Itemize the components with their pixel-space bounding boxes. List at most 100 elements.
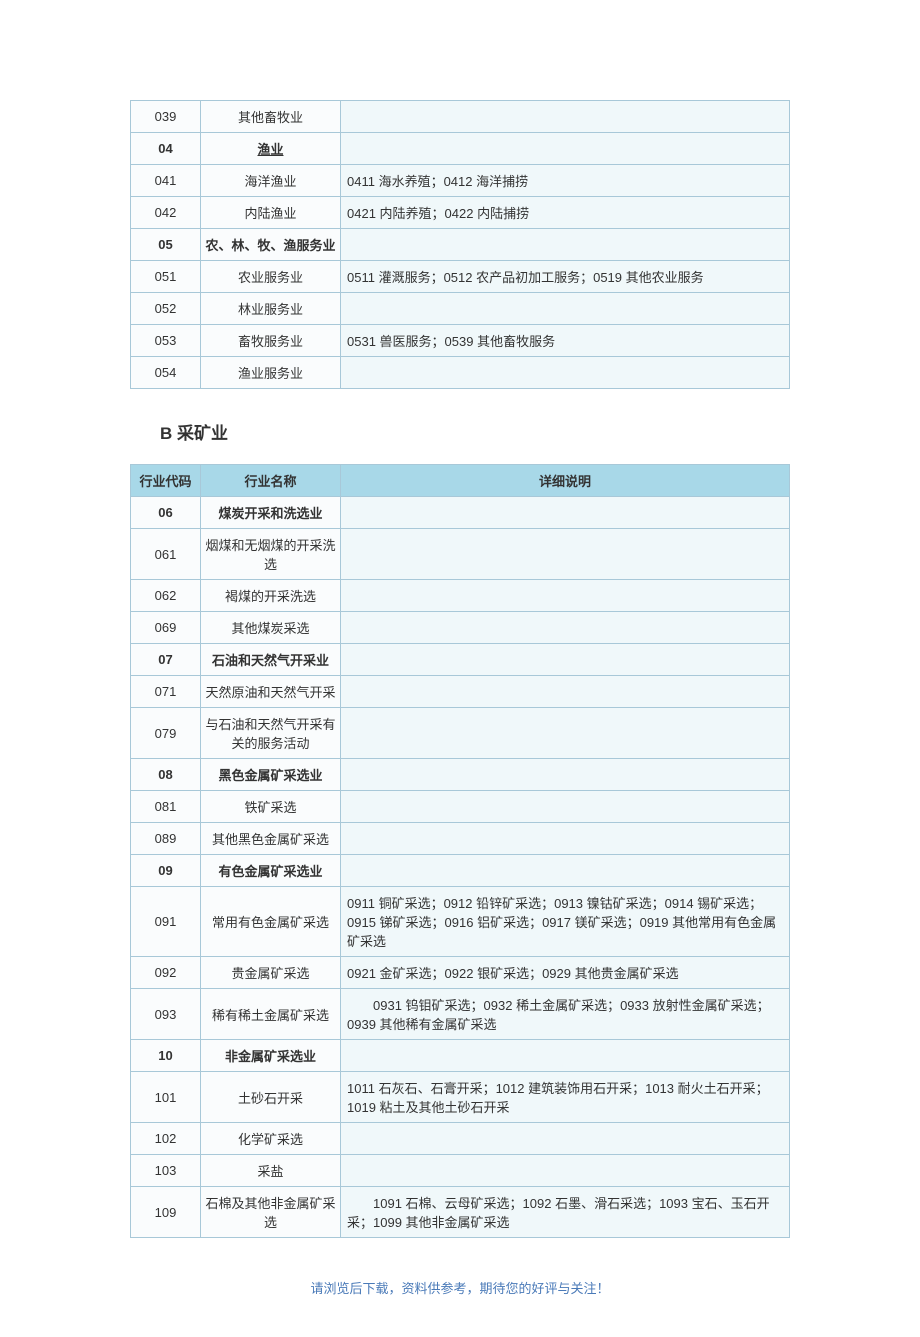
cell-desc bbox=[341, 708, 790, 759]
cell-code: 089 bbox=[131, 823, 201, 855]
cell-code: 05 bbox=[131, 229, 201, 261]
table-row: 04渔业 bbox=[131, 133, 790, 165]
cell-code: 091 bbox=[131, 887, 201, 957]
cell-code: 053 bbox=[131, 325, 201, 357]
cell-desc: 0911 铜矿采选；0912 铅锌矿采选；0913 镍钴矿采选；0914 锡矿采… bbox=[341, 887, 790, 957]
table-row: 101土砂石开采1011 石灰石、石膏开采；1012 建筑装饰用石开采；1013… bbox=[131, 1072, 790, 1123]
table-row: 093稀有稀土金属矿采选 0931 钨钼矿采选；0932 稀土金属矿采选；093… bbox=[131, 989, 790, 1040]
cell-desc bbox=[341, 133, 790, 165]
table-row: 062褐煤的开采洗选 bbox=[131, 580, 790, 612]
table-row: 039其他畜牧业 bbox=[131, 101, 790, 133]
cell-desc: 0921 金矿采选；0922 银矿采选；0929 其他贵金属矿采选 bbox=[341, 957, 790, 989]
table-row: 05农、林、牧、渔服务业 bbox=[131, 229, 790, 261]
cell-name: 烟煤和无烟煤的开采洗选 bbox=[201, 529, 341, 580]
table-row: 092贵金属矿采选0921 金矿采选；0922 银矿采选；0929 其他贵金属矿… bbox=[131, 957, 790, 989]
cell-desc: 0531 兽医服务；0539 其他畜牧服务 bbox=[341, 325, 790, 357]
cell-desc bbox=[341, 101, 790, 133]
cell-code: 06 bbox=[131, 497, 201, 529]
table-header-row: 行业代码 行业名称 详细说明 bbox=[131, 465, 790, 497]
cell-code: 051 bbox=[131, 261, 201, 293]
cell-name: 褐煤的开采洗选 bbox=[201, 580, 341, 612]
cell-code: 102 bbox=[131, 1123, 201, 1155]
table-row: 054渔业服务业 bbox=[131, 357, 790, 389]
table-row: 061烟煤和无烟煤的开采洗选 bbox=[131, 529, 790, 580]
cell-name: 稀有稀土金属矿采选 bbox=[201, 989, 341, 1040]
cell-name: 其他煤炭采选 bbox=[201, 612, 341, 644]
cell-code: 061 bbox=[131, 529, 201, 580]
cell-name: 渔业 bbox=[201, 133, 341, 165]
cell-desc bbox=[341, 293, 790, 325]
cell-desc bbox=[341, 676, 790, 708]
table-row: 08黑色金属矿采选业 bbox=[131, 759, 790, 791]
cell-name: 贵金属矿采选 bbox=[201, 957, 341, 989]
table-row: 053畜牧服务业0531 兽医服务；0539 其他畜牧服务 bbox=[131, 325, 790, 357]
cell-desc bbox=[341, 580, 790, 612]
cell-desc bbox=[341, 791, 790, 823]
cell-code: 10 bbox=[131, 1040, 201, 1072]
cell-name: 与石油和天然气开采有关的服务活动 bbox=[201, 708, 341, 759]
cell-desc: 0421 内陆养殖；0422 内陆捕捞 bbox=[341, 197, 790, 229]
cell-name: 铁矿采选 bbox=[201, 791, 341, 823]
cell-code: 103 bbox=[131, 1155, 201, 1187]
cell-desc: 0931 钨钼矿采选；0932 稀土金属矿采选；0933 放射性金属矿采选；09… bbox=[341, 989, 790, 1040]
cell-name: 土砂石开采 bbox=[201, 1072, 341, 1123]
table-row: 102化学矿采选 bbox=[131, 1123, 790, 1155]
cell-name: 其他畜牧业 bbox=[201, 101, 341, 133]
cell-desc bbox=[341, 612, 790, 644]
cell-desc: 0511 灌溉服务；0512 农产品初加工服务；0519 其他农业服务 bbox=[341, 261, 790, 293]
table-row: 07石油和天然气开采业 bbox=[131, 644, 790, 676]
cell-code: 09 bbox=[131, 855, 201, 887]
table-row: 051农业服务业0511 灌溉服务；0512 农产品初加工服务；0519 其他农… bbox=[131, 261, 790, 293]
table-row: 103采盐 bbox=[131, 1155, 790, 1187]
cell-desc bbox=[341, 1155, 790, 1187]
table-row: 079与石油和天然气开采有关的服务活动 bbox=[131, 708, 790, 759]
table-row: 081铁矿采选 bbox=[131, 791, 790, 823]
cell-desc: 1091 石棉、云母矿采选；1092 石墨、滑石采选；1093 宝石、玉石开采；… bbox=[341, 1187, 790, 1238]
cell-code: 079 bbox=[131, 708, 201, 759]
table-row: 091常用有色金属矿采选0911 铜矿采选；0912 铅锌矿采选；0913 镍钴… bbox=[131, 887, 790, 957]
cell-desc bbox=[341, 855, 790, 887]
cell-name: 采盐 bbox=[201, 1155, 341, 1187]
cell-code: 04 bbox=[131, 133, 201, 165]
cell-name: 非金属矿采选业 bbox=[201, 1040, 341, 1072]
header-code: 行业代码 bbox=[131, 465, 201, 497]
cell-name: 煤炭开采和洗选业 bbox=[201, 497, 341, 529]
cell-code: 08 bbox=[131, 759, 201, 791]
cell-code: 042 bbox=[131, 197, 201, 229]
cell-desc: 1011 石灰石、石膏开采；1012 建筑装饰用石开采；1013 耐火土石开采；… bbox=[341, 1072, 790, 1123]
cell-name: 其他黑色金属矿采选 bbox=[201, 823, 341, 855]
cell-name: 黑色金属矿采选业 bbox=[201, 759, 341, 791]
cell-name: 内陆渔业 bbox=[201, 197, 341, 229]
header-desc: 详细说明 bbox=[341, 465, 790, 497]
cell-desc bbox=[341, 823, 790, 855]
cell-name: 畜牧服务业 bbox=[201, 325, 341, 357]
cell-name: 林业服务业 bbox=[201, 293, 341, 325]
cell-code: 071 bbox=[131, 676, 201, 708]
cell-name: 常用有色金属矿采选 bbox=[201, 887, 341, 957]
industry-table-1: 039其他畜牧业04渔业041海洋渔业0411 海水养殖；0412 海洋捕捞04… bbox=[130, 100, 790, 389]
cell-code: 041 bbox=[131, 165, 201, 197]
cell-desc bbox=[341, 497, 790, 529]
table-row: 042内陆渔业0421 内陆养殖；0422 内陆捕捞 bbox=[131, 197, 790, 229]
table-row: 089其他黑色金属矿采选 bbox=[131, 823, 790, 855]
cell-code: 081 bbox=[131, 791, 201, 823]
cell-code: 109 bbox=[131, 1187, 201, 1238]
cell-desc bbox=[341, 529, 790, 580]
table-row: 09有色金属矿采选业 bbox=[131, 855, 790, 887]
cell-name: 农业服务业 bbox=[201, 261, 341, 293]
cell-code: 101 bbox=[131, 1072, 201, 1123]
cell-desc bbox=[341, 229, 790, 261]
table-row: 071天然原油和天然气开采 bbox=[131, 676, 790, 708]
cell-code: 054 bbox=[131, 357, 201, 389]
cell-code: 052 bbox=[131, 293, 201, 325]
cell-name: 海洋渔业 bbox=[201, 165, 341, 197]
table-row: 06煤炭开采和洗选业 bbox=[131, 497, 790, 529]
cell-code: 07 bbox=[131, 644, 201, 676]
cell-code: 039 bbox=[131, 101, 201, 133]
cell-code: 069 bbox=[131, 612, 201, 644]
section-heading-b: B 采矿业 bbox=[160, 419, 790, 444]
cell-name: 有色金属矿采选业 bbox=[201, 855, 341, 887]
cell-desc bbox=[341, 644, 790, 676]
table-row: 052林业服务业 bbox=[131, 293, 790, 325]
cell-code: 093 bbox=[131, 989, 201, 1040]
